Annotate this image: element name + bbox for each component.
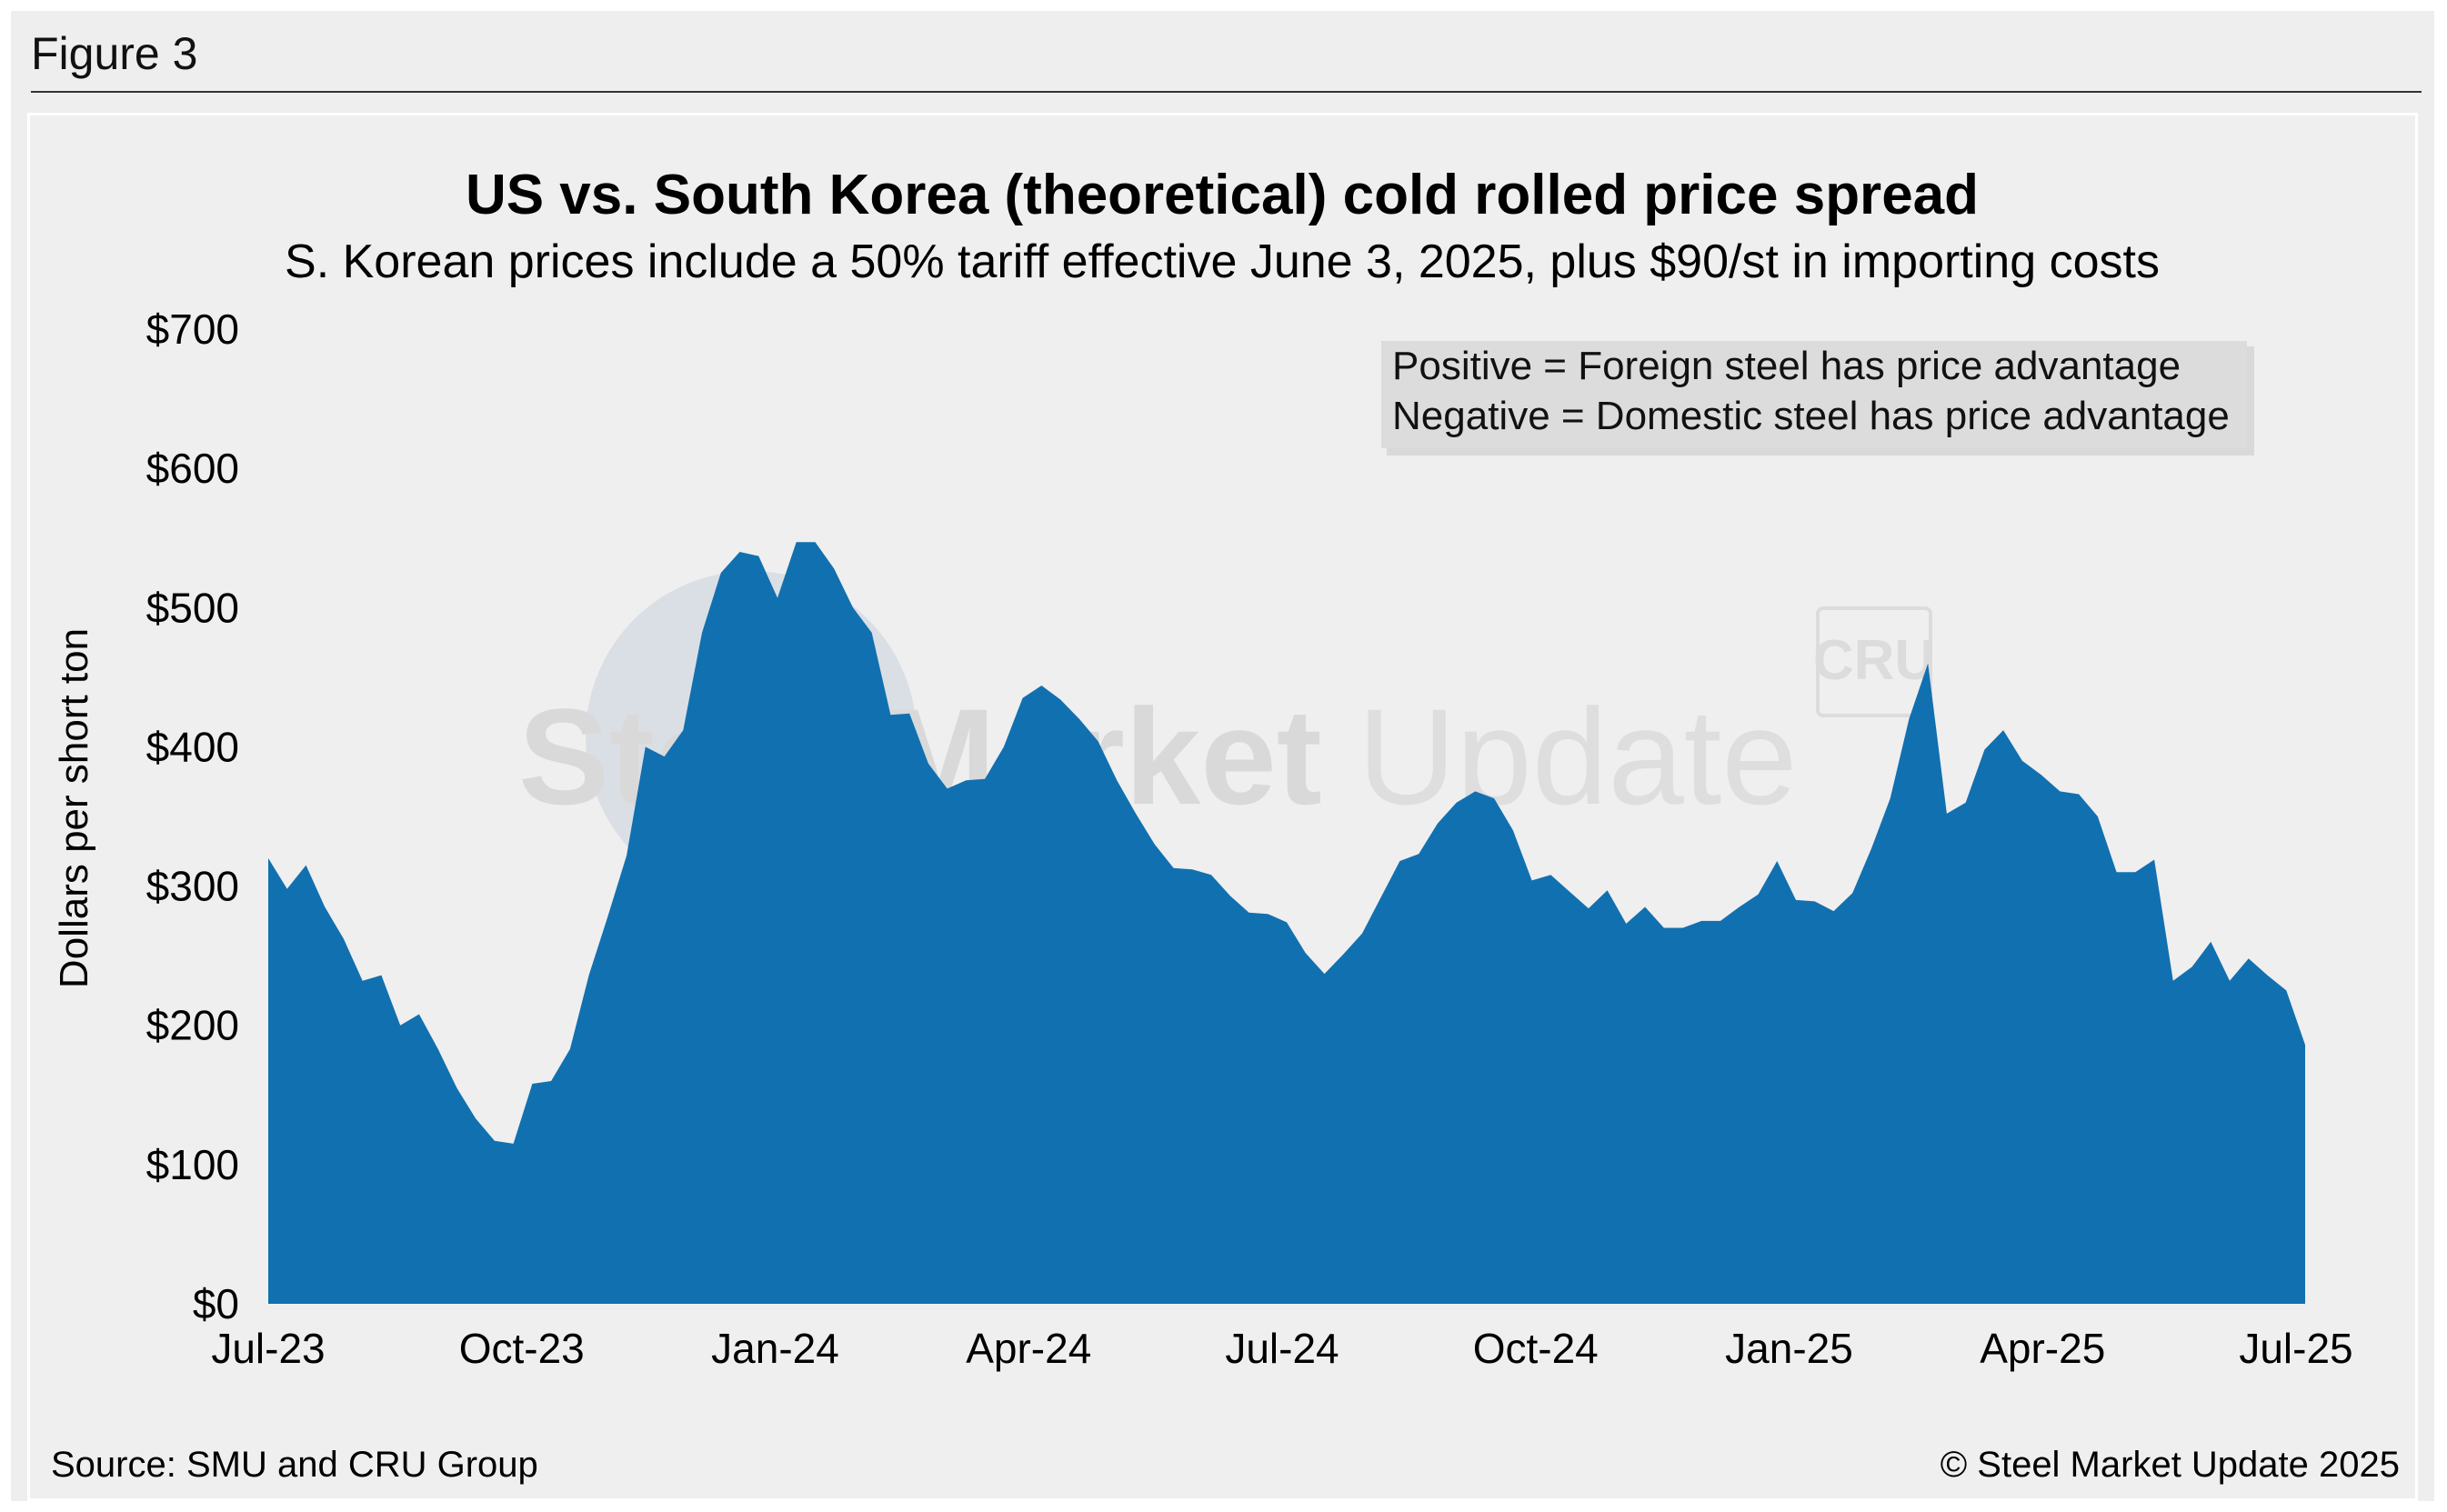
- x-tick-label: Jan-24: [711, 1325, 839, 1372]
- y-tick-label: $0: [193, 1280, 239, 1327]
- x-tick-label: Jul-25: [2239, 1325, 2352, 1372]
- legend-note-line1: Positive = Foreign steel has price advan…: [1392, 344, 2181, 388]
- legend-note-line2: Negative = Domestic steel has price adva…: [1392, 394, 2230, 438]
- y-tick-label: $500: [146, 584, 239, 631]
- y-tick-label: $600: [146, 445, 239, 492]
- y-axis-label: Dollars per short ton: [52, 628, 96, 988]
- x-tick-label: Jul-23: [211, 1325, 325, 1372]
- x-tick-label: Apr-25: [1980, 1325, 2105, 1372]
- y-tick-label: $400: [146, 723, 239, 770]
- y-tick-labels: $0 $100 $200 $300 $400 $500 $600 $700: [146, 305, 239, 1327]
- area-series-path: [268, 542, 2305, 1304]
- y-tick-label: $200: [146, 1002, 239, 1049]
- chart-subtitle: S. Korean prices include a 50% tariff ef…: [285, 235, 2160, 288]
- legend-note: Positive = Foreign steel has price advan…: [1381, 341, 2254, 456]
- area-series: [268, 542, 2305, 1304]
- header-rule: [31, 91, 2422, 93]
- watermark-text-light: Update: [1358, 680, 1798, 833]
- watermark-cru-badge-icon: [1816, 606, 1932, 717]
- figure-frame: Figure 3 Steel Market Update CRU US vs. …: [11, 11, 2434, 1501]
- chart-svg: Steel Market Update CRU US vs. South Kor…: [51, 164, 2400, 1485]
- chart-title: US vs. South Korea (theoretical) cold ro…: [466, 164, 1979, 226]
- x-tick-label: Oct-24: [1473, 1325, 1599, 1372]
- x-tick-labels: Jul-23 Oct-23 Jan-24 Apr-24 Jul-24 Oct-24 Jan-…: [211, 1325, 2352, 1372]
- x-tick-label: Oct-23: [459, 1325, 585, 1372]
- watermark-cru-text: CRU: [1813, 629, 1935, 692]
- chart-panel: Steel Market Update CRU US vs. South Kor…: [27, 113, 2418, 1501]
- y-tick-label: $300: [146, 863, 239, 910]
- y-tick-label: $700: [146, 305, 239, 353]
- x-tick-label: Apr-24: [966, 1325, 1091, 1372]
- figure-label: Figure 3: [31, 28, 198, 79]
- x-tick-label: Jan-25: [1725, 1325, 1853, 1372]
- copyright-note: © Steel Market Update 2025: [1941, 1445, 2400, 1485]
- source-note: Source: SMU and CRU Group: [51, 1445, 538, 1485]
- legend-note-box: [1381, 341, 2247, 448]
- y-tick-label: $100: [146, 1141, 239, 1188]
- x-tick-label: Jul-24: [1225, 1325, 1339, 1372]
